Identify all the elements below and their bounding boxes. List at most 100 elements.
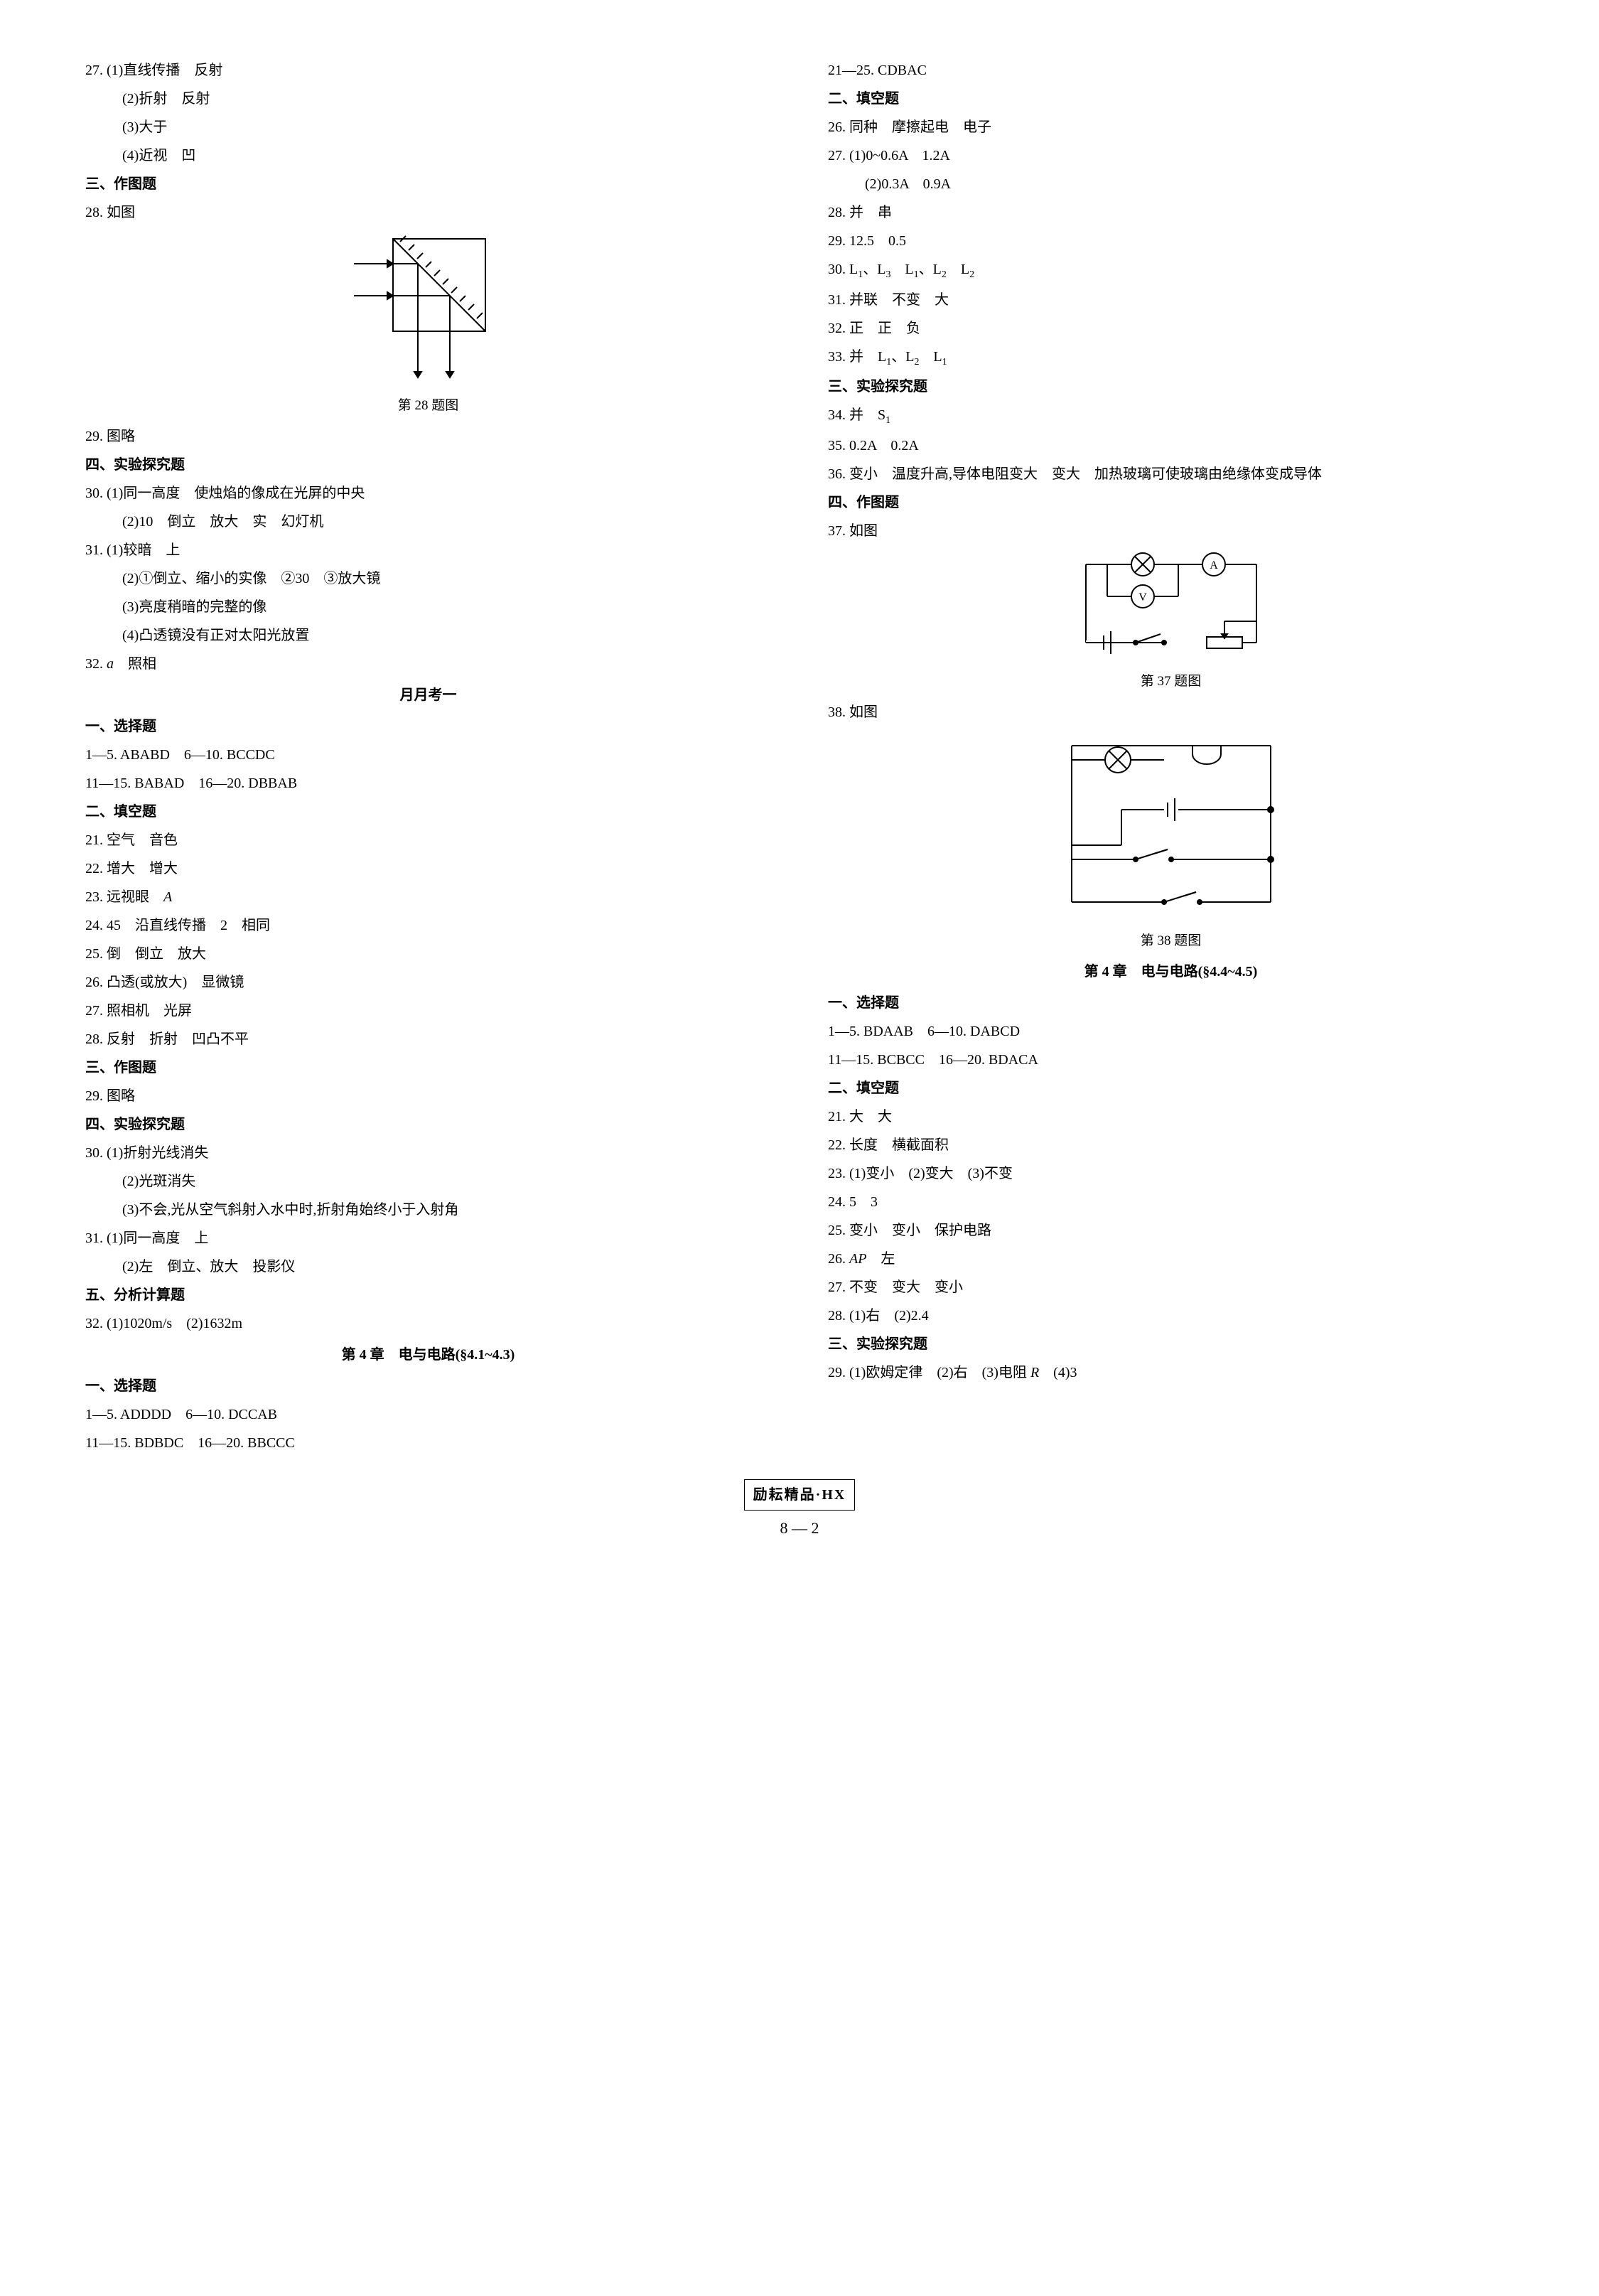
f28: 28. 反射 折射 凹凸不平 bbox=[85, 1026, 771, 1053]
bmc1: 1—5. BDAAB 6—10. DABCD bbox=[828, 1018, 1514, 1045]
b24: 24. 5 3 bbox=[828, 1189, 1514, 1216]
b29-r: R bbox=[1030, 1365, 1039, 1380]
page-columns: 27. (1)直线传播 反射 (2)折射 反射 (3)大于 (4)近视 凹 三、… bbox=[85, 57, 1514, 1458]
r36: 36. 变小 温度升高,导体电阻变大 变大 加热玻璃可使玻璃由绝缘体变成导体 bbox=[828, 461, 1514, 488]
e1-s4: 四、实验探究题 bbox=[85, 1111, 771, 1138]
f30-l3: (3)不会,光从空气斜射入水中时,折射角始终小于入射角 bbox=[85, 1196, 771, 1223]
q30-num: 30. bbox=[85, 486, 103, 501]
left-column: 27. (1)直线传播 反射 (2)折射 反射 (3)大于 (4)近视 凹 三、… bbox=[85, 57, 771, 1458]
f25: 25. 倒 倒立 放大 bbox=[85, 940, 771, 967]
f26: 26. 凸透(或放大) 显微镜 bbox=[85, 969, 771, 996]
f24: 24. 45 沿直线传播 2 相同 bbox=[85, 912, 771, 939]
r36-num: 36. bbox=[828, 466, 846, 482]
f21: 21. 空气 音色 bbox=[85, 827, 771, 854]
q31-1: 31. (1)较暗 上 bbox=[85, 537, 771, 564]
f22: 22. 增大 增大 bbox=[85, 855, 771, 882]
exam1-title: 月月考一 bbox=[85, 682, 771, 709]
q30-l2: (2)10 倒立 放大 实 幻灯机 bbox=[85, 508, 771, 535]
b26-pre: 26. bbox=[828, 1251, 849, 1267]
q31-l3: (3)亮度稍暗的完整的像 bbox=[85, 594, 771, 621]
q30-1: 30. (1)同一高度 使烛焰的像成在光屏的中央 bbox=[85, 480, 771, 507]
e1-s2: 二、填空题 bbox=[85, 798, 771, 825]
f30-1: 30. (1)折射光线消失 bbox=[85, 1139, 771, 1166]
footer-brand: 励耘精品·HX bbox=[744, 1479, 856, 1511]
q32: 32. a 照相 bbox=[85, 650, 771, 677]
f31-l1: (1)同一高度 上 bbox=[107, 1230, 208, 1246]
q27-l2: (2)折射 反射 bbox=[85, 85, 771, 112]
r31: 31. 并联 不变 大 bbox=[828, 286, 1514, 313]
fig-38 bbox=[828, 731, 1514, 926]
f30-l2: (2)光斑消失 bbox=[85, 1168, 771, 1195]
r33: 33. 并 L1、L2 L1 bbox=[828, 343, 1514, 372]
c-s1: 一、选择题 bbox=[85, 1373, 771, 1400]
e1-s1: 一、选择题 bbox=[85, 713, 771, 740]
q28: 28. 如图 bbox=[85, 199, 771, 226]
ch4a-title: 第 4 章 电与电路(§4.1~4.3) bbox=[85, 1341, 771, 1368]
b21: 21. 大 大 bbox=[828, 1103, 1514, 1130]
b26: 26. AP 左 bbox=[828, 1245, 1514, 1272]
right-column: 21—25. CDBAC 二、填空题 26. 同种 摩擦起电 电子 27. (1… bbox=[828, 57, 1514, 1458]
e1-mc1: 1—5. ABABD 6—10. BCCDC bbox=[85, 741, 771, 768]
q27-l1: (1)直线传播 反射 bbox=[107, 63, 222, 78]
f31-1: 31. (1)同一高度 上 bbox=[85, 1225, 771, 1252]
q31-l4: (4)凸透镜没有正对太阳光放置 bbox=[85, 622, 771, 649]
b22: 22. 长度 横截面积 bbox=[828, 1132, 1514, 1159]
fig38-cap: 第 38 题图 bbox=[828, 928, 1514, 954]
r26: 26. 同种 摩擦起电 电子 bbox=[828, 114, 1514, 141]
fig37-svg: A V bbox=[1065, 550, 1278, 657]
r-s2: 二、填空题 bbox=[828, 85, 1514, 112]
e1-s3: 三、作图题 bbox=[85, 1054, 771, 1081]
fig-37: A V bbox=[828, 550, 1514, 666]
sec3-title: 三、作图题 bbox=[85, 171, 771, 198]
f27: 27. 照相机 光屏 bbox=[85, 997, 771, 1024]
fig37-cap: 第 37 题图 bbox=[828, 669, 1514, 694]
q30-l1: (1)同一高度 使烛焰的像成在光屏的中央 bbox=[107, 486, 365, 501]
r27-l2: (2)0.3A 0.9A bbox=[828, 171, 1514, 198]
cmc1: 1—5. ADDDD 6—10. DCCAB bbox=[85, 1401, 771, 1428]
svg-text:A: A bbox=[1210, 559, 1218, 572]
r30: 30. L1、L3 L1、L2 L2 bbox=[828, 256, 1514, 285]
b27: 27. 不变 变大 变小 bbox=[828, 1274, 1514, 1301]
r37: 37. 如图 bbox=[828, 517, 1514, 545]
q31-l1: (1)较暗 上 bbox=[107, 542, 180, 558]
b26-ap: AP bbox=[849, 1251, 866, 1267]
q31-num: 31. bbox=[85, 542, 103, 558]
page-footer: 励耘精品·HX 8 — 2 bbox=[85, 1479, 1514, 1543]
f23: 23. 远视眼 A bbox=[85, 884, 771, 911]
q31-l2: (2)①倒立、缩小的实像 ②30 ③放大镜 bbox=[85, 565, 771, 592]
b-s3: 三、实验探究题 bbox=[828, 1331, 1514, 1358]
q27-1: 27. (1)直线传播 反射 bbox=[85, 57, 771, 84]
f29: 29. 图略 bbox=[85, 1083, 771, 1110]
f31-l2: (2)左 倒立、放大 投影仪 bbox=[85, 1253, 771, 1280]
r29: 29. 12.5 0.5 bbox=[828, 227, 1514, 254]
b-s1: 一、选择题 bbox=[828, 989, 1514, 1016]
fig-28 bbox=[85, 232, 771, 390]
ch4b-title: 第 4 章 电与电路(§4.4~4.5) bbox=[828, 958, 1514, 985]
r27-l1: (1)0~0.6A 1.2A bbox=[849, 148, 950, 163]
b29-post: (4)3 bbox=[1039, 1365, 1077, 1380]
fig38-svg bbox=[1050, 731, 1292, 916]
b25: 25. 变小 变小 保护电路 bbox=[828, 1217, 1514, 1244]
q27-l3: (3)大于 bbox=[85, 114, 771, 141]
sec4-title: 四、实验探究题 bbox=[85, 451, 771, 478]
q27-l4: (4)近视 凹 bbox=[85, 142, 771, 169]
r38: 38. 如图 bbox=[828, 699, 1514, 726]
mc3: 21—25. CDBAC bbox=[828, 57, 1514, 84]
b29-pre: 29. (1)欧姆定律 (2)右 (3)电阻 bbox=[828, 1365, 1030, 1380]
r27-num: 27. bbox=[828, 148, 846, 163]
r34: 34. 并 S1 bbox=[828, 402, 1514, 431]
q29: 29. 图略 bbox=[85, 423, 771, 450]
b-s2: 二、填空题 bbox=[828, 1075, 1514, 1102]
b29: 29. (1)欧姆定律 (2)右 (3)电阻 R (4)3 bbox=[828, 1359, 1514, 1386]
bmc2: 11—15. BCBCC 16—20. BDACA bbox=[828, 1046, 1514, 1073]
r27-1: 27. (1)0~0.6A 1.2A bbox=[828, 142, 1514, 169]
r35: 35. 0.2A 0.2A bbox=[828, 432, 1514, 459]
r32: 32. 正 正 负 bbox=[828, 315, 1514, 342]
cmc2: 11—15. BDBDC 16—20. BBCCC bbox=[85, 1429, 771, 1457]
b28: 28. (1)右 (2)2.4 bbox=[828, 1302, 1514, 1329]
r-s3: 三、实验探究题 bbox=[828, 373, 1514, 400]
fig28-svg bbox=[350, 232, 507, 381]
footer-page: 8 — 2 bbox=[85, 1513, 1514, 1543]
f31-num: 31. bbox=[85, 1230, 103, 1246]
e1-mc2: 11—15. BABAD 16—20. DBBAB bbox=[85, 770, 771, 797]
